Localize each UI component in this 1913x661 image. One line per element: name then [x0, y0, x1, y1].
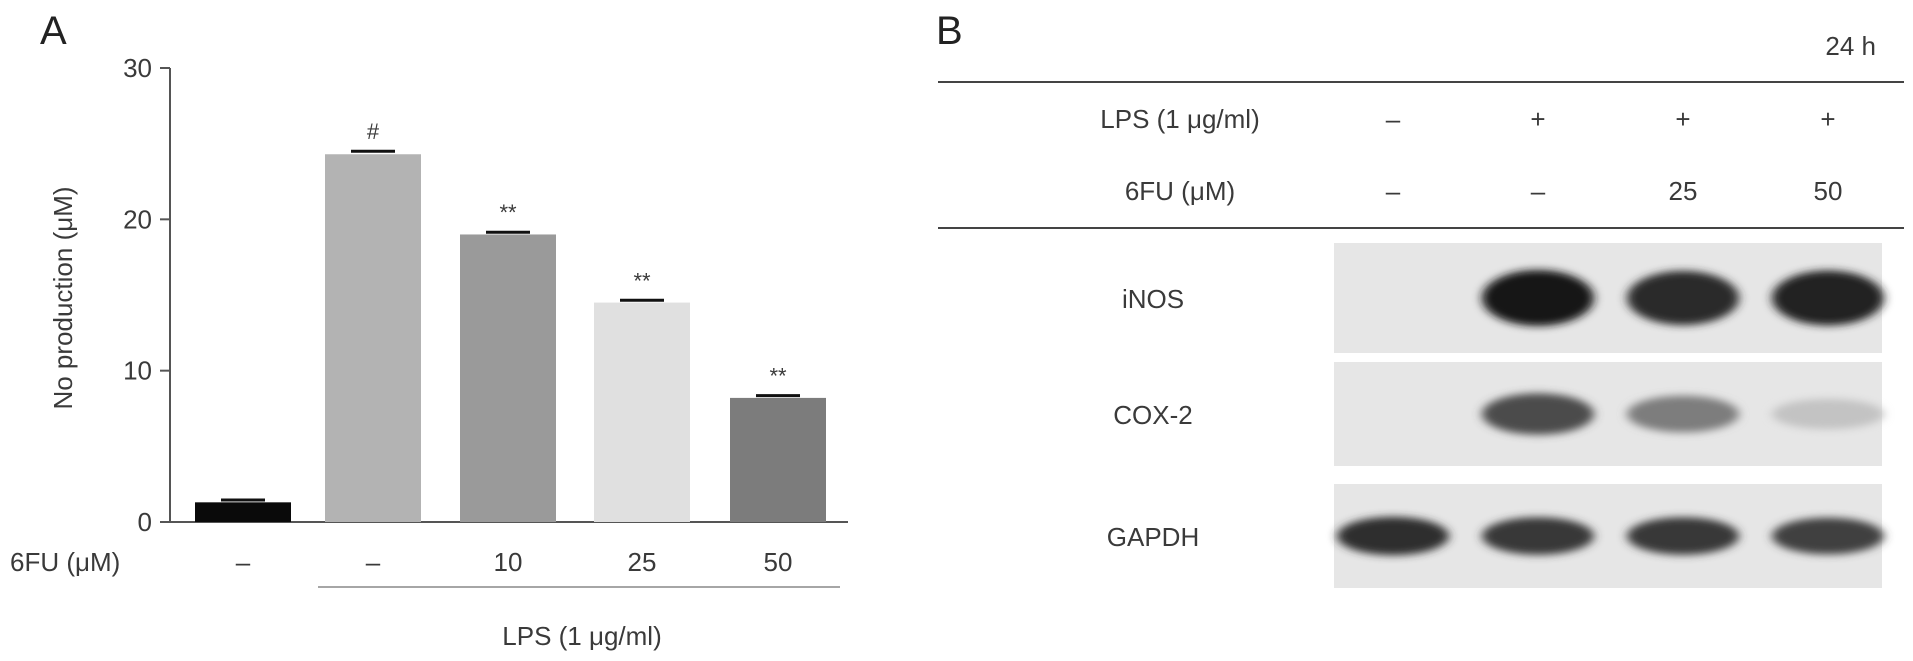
y-axis-title: No production (μM) — [48, 186, 78, 409]
blot-band — [1482, 270, 1594, 326]
blot-band — [1627, 270, 1739, 326]
condition-table: LPS (1 μg/ml) – + + +6FU (μM) – – 25 50 — [1100, 104, 1842, 206]
blot-band — [1337, 516, 1449, 556]
bar — [195, 502, 291, 522]
blot-band — [1627, 517, 1739, 555]
blot-label: GAPDH — [1107, 522, 1199, 552]
significance-label: ** — [633, 268, 651, 293]
blot-band — [1627, 395, 1739, 433]
blot-band — [1482, 517, 1594, 555]
x-category-label: – — [236, 547, 251, 577]
condition-value: – — [1386, 104, 1401, 134]
blot-label: iNOS — [1122, 284, 1184, 314]
panel-b-western-blot: B 24 h LPS (1 μg/ml) – + + +6FU (μM) – – 25 50 i… — [936, 9, 1904, 588]
lps-group-label: LPS (1 μg/ml) — [502, 621, 661, 651]
condition-value: 25 — [1669, 176, 1698, 206]
bar — [730, 397, 826, 522]
y-tick-label: 30 — [123, 53, 152, 83]
blot-band — [1482, 393, 1594, 435]
significance-label: # — [367, 119, 380, 144]
blot-band — [1772, 398, 1884, 430]
condition-row-label: LPS (1 μg/ml) — [1100, 104, 1259, 134]
time-label: 24 h — [1825, 31, 1876, 61]
condition-value: + — [1675, 104, 1690, 134]
significance-label: ** — [769, 364, 787, 389]
bars: # ** ** ** — [195, 119, 826, 522]
condition-value: – — [1531, 176, 1546, 206]
panel-a-label: A — [40, 9, 67, 53]
x-category-label: – — [366, 547, 381, 577]
condition-value: 50 — [1814, 176, 1843, 206]
bar — [325, 154, 421, 522]
condition-value: + — [1820, 104, 1835, 134]
blot-label: COX-2 — [1113, 400, 1192, 430]
blot-band — [1772, 517, 1884, 555]
x-category-label: 10 — [494, 547, 523, 577]
blot-strips: iNOS COX-2 GAPDH — [1107, 243, 1884, 588]
x-category-label: 50 — [764, 547, 793, 577]
panel-a-bar-chart: A 0 10 20 30 # ** ** ** No production (μM) 6FU… — [10, 9, 848, 651]
y-tick-label: 0 — [138, 507, 152, 537]
panel-b-label: B — [936, 9, 963, 53]
condition-value: + — [1530, 104, 1545, 134]
bar — [594, 302, 690, 522]
x-category-labels: – – 10 25 50 — [236, 547, 793, 577]
x-category-label: 25 — [628, 547, 657, 577]
condition-value: – — [1386, 176, 1401, 206]
x-row-label-6fu: 6FU (μM) — [10, 547, 120, 577]
significance-label: ** — [499, 200, 517, 225]
y-tick-label: 20 — [123, 204, 152, 234]
blot-band — [1772, 270, 1884, 326]
y-ticks: 0 10 20 30 — [123, 53, 170, 537]
bar — [460, 234, 556, 522]
y-tick-label: 10 — [123, 356, 152, 386]
condition-row-label: 6FU (μM) — [1125, 176, 1235, 206]
